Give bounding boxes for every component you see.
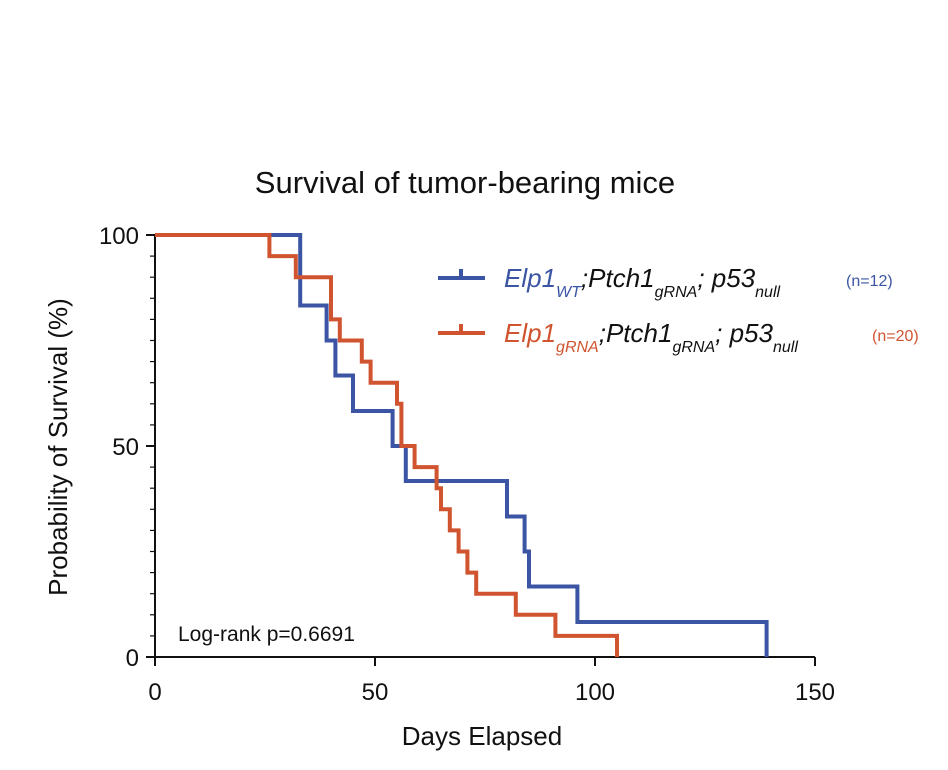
y-tick-label: 0 [126, 645, 139, 672]
y-tick-label: 100 [99, 223, 139, 250]
x-tick-label: 100 [575, 679, 615, 706]
survival-curve-2 [155, 233, 619, 657]
legend-label-2: Elp1gRNA;Ptch1gRNA; p53null [504, 318, 798, 356]
legend: Elp1WT;Ptch1gRNA; p53null (n=12) Elp1gRNA;… [438, 263, 919, 356]
x-tick-label: 150 [795, 679, 835, 706]
chart-title: Survival of tumor-bearing mice [255, 165, 675, 200]
y-axis-label: Probability of Survival (%) [43, 298, 73, 596]
legend-n-2: (n=20) [872, 328, 919, 345]
logrank-annotation: Log-rank p=0.6691 [178, 623, 355, 646]
x-tick-label: 0 [148, 679, 161, 706]
y-tick-label: 50 [112, 434, 139, 461]
x-tick-label: 50 [362, 679, 389, 706]
legend-n-1: (n=12) [846, 273, 893, 290]
x-axis-label: Days Elapsed [402, 721, 562, 751]
legend-label-1: Elp1WT;Ptch1gRNA; p53null [504, 263, 781, 301]
